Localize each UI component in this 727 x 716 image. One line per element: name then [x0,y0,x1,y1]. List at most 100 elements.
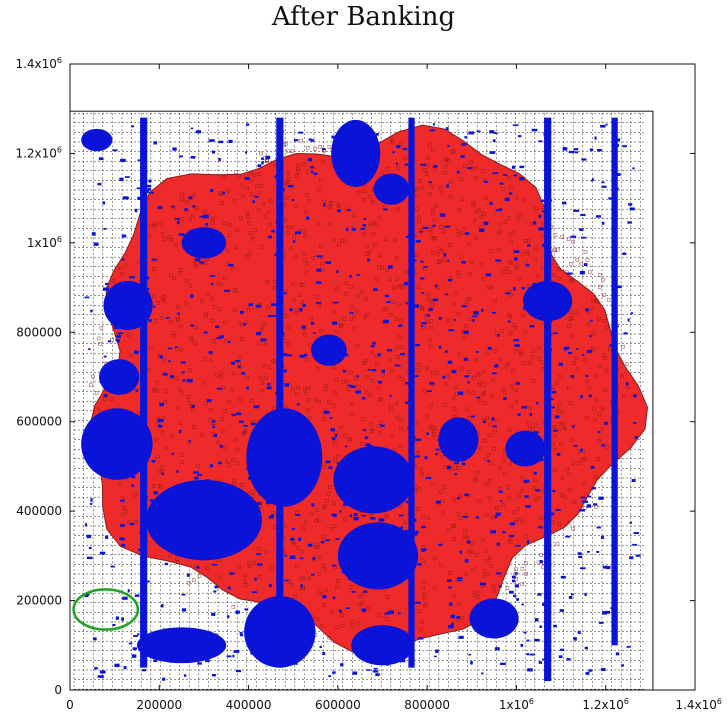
banked-speck [235,360,241,362]
banked-speck [555,509,561,511]
cell-mark [600,427,604,431]
banked-speck [435,284,438,288]
cell-mark [327,400,331,404]
cell-mark [317,572,321,576]
banked-column [408,117,415,668]
cell-mark [314,519,318,523]
banked-speck [552,332,558,335]
cell-mark [333,458,337,462]
cell-mark [251,490,255,494]
cell-mark [519,488,524,493]
cell-mark [532,486,537,490]
cell-mark [126,333,131,337]
cell-mark [520,519,524,524]
cell-mark [233,198,237,203]
banked-speck [483,221,489,226]
cell-mark [587,310,591,314]
cell-mark [210,220,215,225]
cell-mark [431,429,436,433]
cell-mark [327,145,332,149]
banked-speck [162,677,166,681]
banked-speck [503,174,508,176]
cell-mark [265,280,270,284]
banked-speck [182,379,186,382]
banked-speck [413,259,417,262]
banked-speck [496,512,501,516]
cell-mark [562,425,567,430]
x-tick-label: 0 [66,698,74,712]
cell-mark [516,506,520,511]
banked-speck [131,476,136,479]
banked-speck [352,671,358,675]
banked-speck [252,200,255,204]
cell-mark [473,166,477,170]
cell-mark [498,466,502,471]
cell-mark [582,357,586,362]
cell-mark [498,229,502,233]
cell-mark [398,444,403,448]
banked-speck [513,594,517,598]
cell-mark [432,236,436,241]
banked-speck [284,383,290,387]
cell-mark [260,326,265,330]
banked-speck [316,255,323,258]
banked-speck [526,639,530,642]
cell-mark [223,221,227,226]
cell-mark [551,385,555,390]
banked-speck [192,205,196,208]
banked-speck [495,259,502,262]
cell-mark [358,594,362,598]
cell-mark [212,305,217,309]
banked-speck [188,440,191,443]
banked-speck [311,573,315,576]
banked-speck [161,472,164,476]
cell-mark [219,371,224,375]
banked-speck [216,387,223,390]
banked-speck [517,413,521,416]
banked-speck [148,179,152,183]
cell-mark [233,289,238,293]
banked-speck [86,593,90,596]
cell-mark [220,429,225,434]
cell-mark [498,357,503,362]
cell-mark [349,317,353,321]
banked-speck [134,208,138,213]
banked-speck [328,675,332,678]
cell-mark [233,438,237,442]
cell-mark [512,323,516,327]
cell-mark [365,390,369,394]
cell-mark [489,461,493,465]
cell-mark [190,214,195,218]
cell-mark [234,170,238,174]
cell-mark [214,373,219,377]
banked-speck [631,479,636,483]
banked-speck [423,266,428,268]
cell-mark [523,330,528,334]
banked-speck [496,542,500,546]
banked-speck [400,353,406,356]
cell-mark [305,357,309,362]
banked-speck [110,565,115,568]
banked-speck [243,424,248,427]
cell-mark [555,541,560,546]
banked-speck [261,157,264,161]
banked-speck [159,402,164,407]
banked-speck [509,522,515,526]
cell-mark [421,558,425,563]
banked-speck [507,320,511,323]
banked-speck [121,234,127,238]
cell-mark [239,483,244,487]
cell-mark [160,465,164,469]
cell-mark [427,142,432,147]
cell-mark [227,463,231,467]
cell-mark [477,208,481,213]
cell-mark [183,300,188,305]
banked-speck [519,177,525,181]
banked-speck [147,189,150,193]
cell-mark [570,316,574,320]
cell-mark [417,215,422,220]
banked-speck [239,632,243,634]
cell-mark [474,358,479,362]
cell-mark [464,324,468,328]
cell-mark [420,620,424,624]
